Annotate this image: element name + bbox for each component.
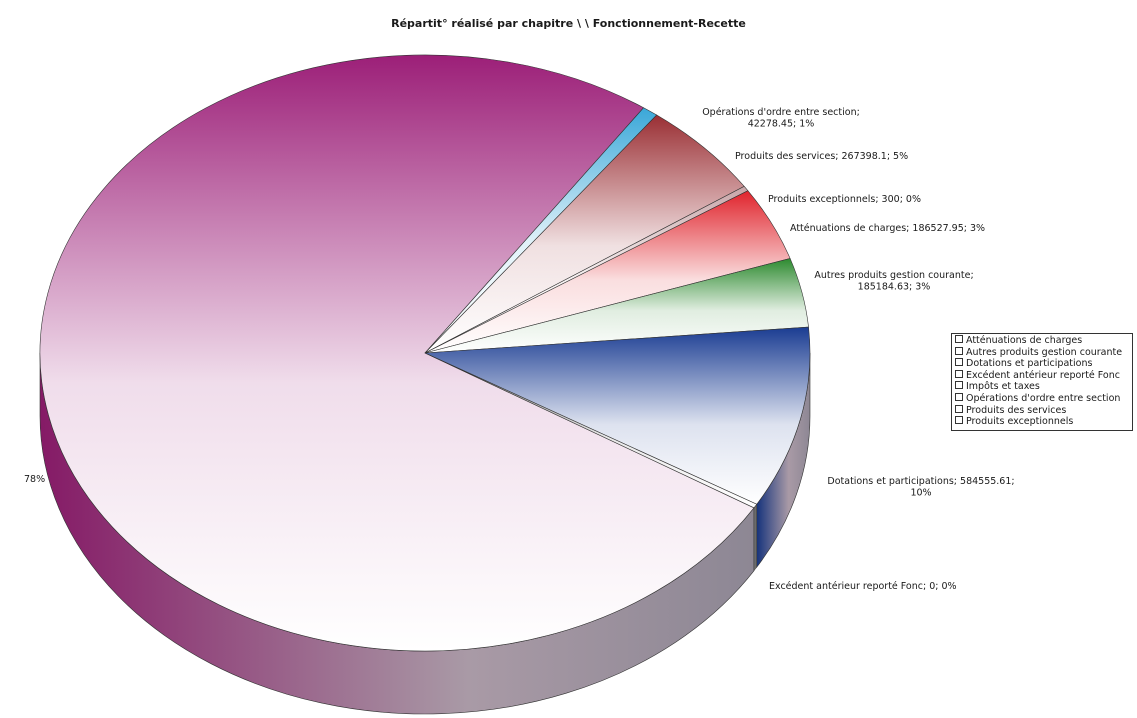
legend-swatch [955,335,963,343]
legend-label: Atténuations de charges [966,335,1083,346]
legend-label: Dotations et participations [966,358,1093,370]
legend-swatch [955,416,963,425]
label-attenuations: Atténuations de charges; 186527.95; 3% [790,223,985,234]
label-dotations: Dotations et participations; 584555.61; 1… [827,476,1014,499]
legend-label: Impôts et taxes [966,381,1040,393]
legend-label: Opérations d'ordre entre section [966,392,1121,404]
label-impots: 78% [24,474,45,485]
legend-item: Produits des services [955,404,1130,417]
legend-item: Opérations d'ordre entre section [955,392,1130,405]
label-autres: Autres produits gestion courante; 185184.… [814,270,973,293]
chart-title: Répartit° réalisé par chapitre \ \ Fonct… [391,17,746,30]
slice-excedent-anterieur [424,352,758,509]
slice-impots-et-taxes [39,54,755,652]
label-exceptionnels: Produits exceptionnels; 300; 0% [768,194,921,205]
side-excedent [753,503,757,572]
label-operations: Opérations d'ordre entre section; 42278.4… [702,107,860,130]
slice-dotations-participations [424,326,811,505]
label-excedent: Excédent antérieur reporté Fonc; 0; 0% [769,581,957,592]
legend: Atténuations de charges Autres produits g… [951,333,1133,431]
legend-item: Autres produits gestion courante [955,346,1130,359]
legend-label: Produits exceptionnels [966,416,1074,428]
legend-swatch [955,381,963,390]
legend-swatch [955,346,963,355]
legend-item: Excédent antérieur reporté Fonc [955,369,1130,382]
legend-swatch [955,369,963,378]
legend-swatch [955,404,963,413]
label-services: Produits des services; 267398.1; 5% [735,151,908,162]
legend-item: Impôts et taxes [955,381,1130,393]
legend-label: Produits des services [966,404,1067,416]
legend-item: Atténuations de charges [955,335,1130,347]
legend-label: Excédent antérieur reporté Fonc [966,369,1120,381]
legend-label: Autres produits gestion courante [966,346,1123,358]
legend-swatch [955,358,963,367]
legend-item: Produits exceptionnels [955,416,1130,428]
legend-item: Dotations et participations [955,358,1130,370]
legend-swatch [955,392,963,401]
